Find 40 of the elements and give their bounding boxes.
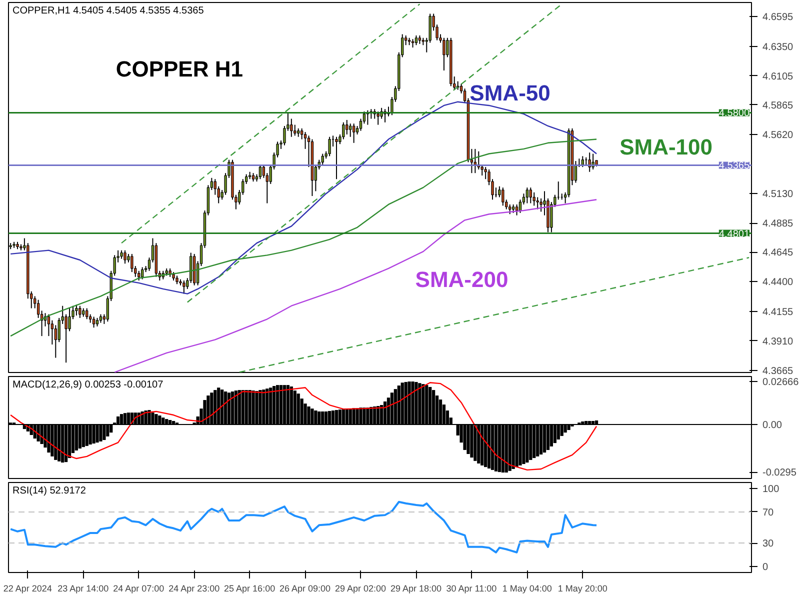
chart-title: MACD(12,26,9) 0.00253 -0.00107 <box>12 380 164 390</box>
y-tick-label: 0.02666 <box>762 377 800 388</box>
x-tick-label: 26 Apr 09:00 <box>280 584 331 594</box>
x-tick-label: 1 May 20:00 <box>558 584 608 594</box>
y-tick-label: 4.6595 <box>762 12 794 24</box>
y-tick-label: 0.00 <box>762 420 782 432</box>
annotation: SMA-200 <box>415 266 508 292</box>
x-tick-label: 23 Apr 14:00 <box>58 584 109 594</box>
ref-line-label: 4.5800 <box>718 108 750 120</box>
y-tick-label: 4.4400 <box>762 277 794 288</box>
x-tick-label: 25 Apr 16:00 <box>224 584 276 594</box>
x-tick-label: 29 Apr 02:00 <box>334 584 386 594</box>
y-tick-label: 4.5865 <box>762 100 794 112</box>
y-tick-label: 4.6105 <box>762 71 794 82</box>
x-tick-label: 24 Apr 07:00 <box>113 584 164 594</box>
ref-line-label: 4.5365 <box>718 160 750 172</box>
x-tick-label: 30 Apr 11:00 <box>446 584 497 594</box>
y-tick-label: 4.5130 <box>762 189 794 200</box>
x-tick-label: 24 Apr 23:00 <box>168 584 220 594</box>
y-tick-label: 4.4645 <box>762 248 794 259</box>
y-tick-label: 30 <box>762 538 774 550</box>
annotation: SMA-50 <box>470 80 550 106</box>
y-tick-label: -0.0295 <box>762 468 797 479</box>
y-tick-label: 4.3910 <box>762 336 794 348</box>
x-tick-label: 22 Apr 2024 <box>3 584 52 594</box>
x-tick-label: 29 Apr 18:00 <box>390 584 442 594</box>
y-tick-label: 0 <box>762 562 768 573</box>
y-tick-label: 4.6350 <box>762 42 794 53</box>
y-tick-label: 100 <box>762 484 780 496</box>
x-tick-label: 1 May 04:00 <box>502 584 552 594</box>
annotation: COPPER H1 <box>116 56 243 82</box>
y-tick-label: 4.3665 <box>762 366 794 377</box>
y-tick-label: 4.5620 <box>762 130 794 141</box>
annotation: SMA-100 <box>620 134 713 160</box>
y-tick-label: 4.4155 <box>762 306 794 318</box>
y-tick-label: 70 <box>762 507 774 518</box>
ref-line-label: 4.4801 <box>718 228 750 240</box>
chart-title: COPPER,H1 4.5405 4.5405 4.5355 4.5365 <box>12 6 204 16</box>
y-tick-label: 4.4885 <box>762 218 794 230</box>
chart-title: RSI(14) 52.9172 <box>12 486 86 496</box>
